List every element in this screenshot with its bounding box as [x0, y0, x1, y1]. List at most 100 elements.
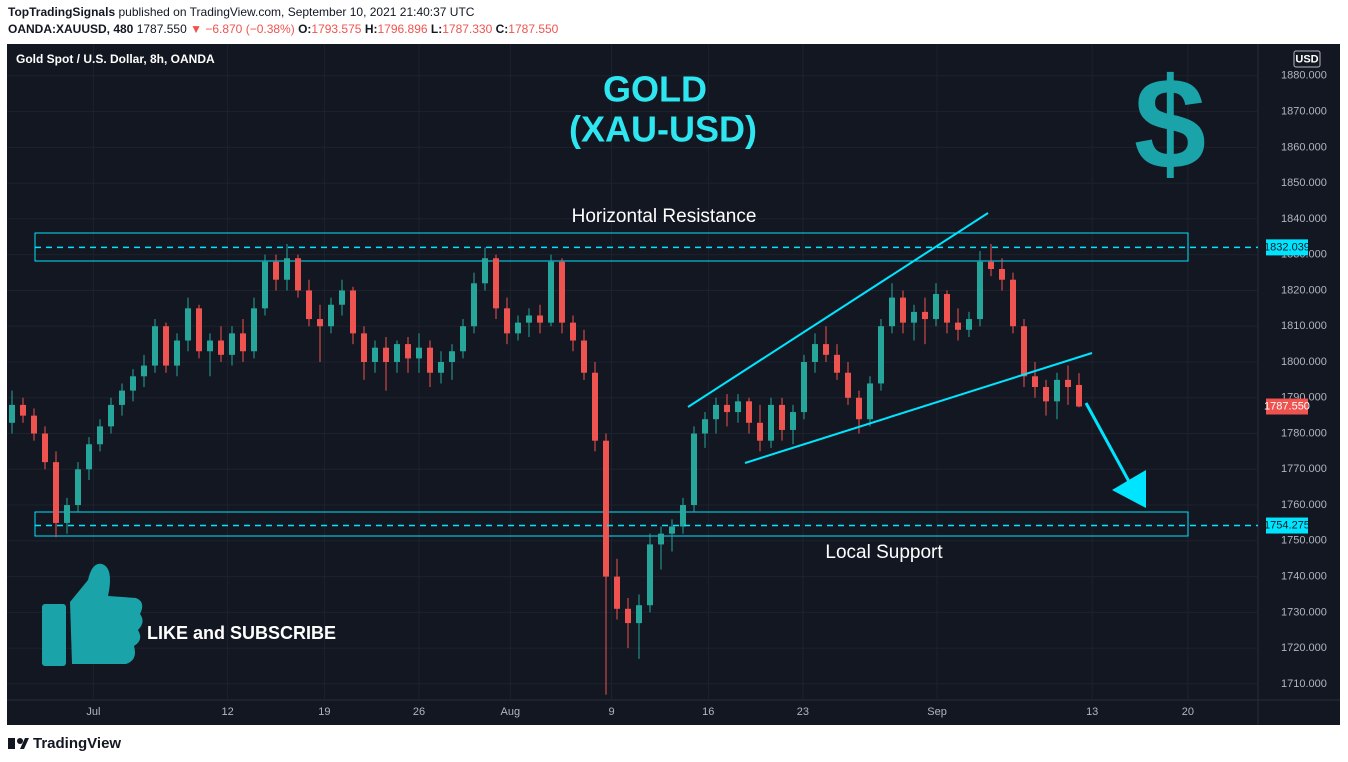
candle-body	[658, 533, 664, 545]
candle-body	[53, 462, 59, 523]
y-tick-label: 1840.000	[1281, 213, 1327, 225]
candle-body	[482, 258, 488, 284]
ohlc-value: 1787.550	[508, 22, 558, 36]
y-tick-label: 1760.000	[1281, 499, 1327, 511]
candle-body	[647, 544, 653, 606]
price-label: 1832.039	[1264, 241, 1310, 253]
logo-mark	[8, 738, 15, 749]
thumbs-up-icon	[42, 563, 143, 666]
candle-body	[504, 308, 510, 334]
y-tick-label: 1720.000	[1281, 642, 1327, 654]
candle-body	[163, 326, 169, 366]
candle-body	[713, 404, 719, 420]
x-tick-label: 9	[608, 706, 614, 718]
candle-body	[328, 304, 334, 327]
candle-body	[911, 311, 917, 323]
candle-body	[581, 340, 587, 373]
candle-body	[834, 354, 840, 373]
candle-body	[1076, 384, 1082, 407]
candle-body	[75, 469, 81, 506]
x-tick-label: 12	[221, 706, 233, 718]
published: published on TradingView.com, September …	[118, 5, 474, 19]
candle-body	[427, 347, 433, 373]
candle-body	[152, 326, 158, 366]
candle-body	[339, 290, 345, 305]
header-line-1: TopTradingSignals published on TradingVi…	[8, 5, 475, 19]
candle-body	[669, 526, 675, 534]
y-tick-label: 1810.000	[1281, 320, 1327, 332]
y-tick-label: 1850.000	[1281, 177, 1327, 189]
candle-body	[1010, 279, 1016, 327]
candle-body	[977, 261, 983, 320]
price-label-bg	[1266, 517, 1308, 534]
candle-body	[119, 390, 125, 405]
thumb-hand	[70, 563, 143, 664]
candle-body	[207, 340, 213, 352]
candle-body	[64, 505, 70, 523]
y-tick-label: 1800.000	[1281, 356, 1327, 368]
candle-body	[922, 311, 928, 320]
candle-body	[680, 505, 686, 527]
candle-body	[361, 333, 367, 362]
candle-body	[691, 433, 697, 506]
candle-body	[515, 322, 521, 334]
trend-line	[687, 212, 989, 408]
candle-body	[229, 333, 235, 355]
publisher: TopTradingSignals	[8, 5, 115, 19]
symbol: OANDA:XAUUSD, 480	[8, 22, 134, 36]
axis: 1710.000 1720.000 1730.000 1740.000 1750.000…	[35, 70, 1327, 718]
candle-body	[900, 297, 906, 323]
x-tick-label: Jul	[86, 706, 100, 718]
candle-body	[790, 412, 796, 430]
last-price-label: 1787.550	[1264, 400, 1310, 412]
candle-body	[295, 258, 301, 291]
y-tick-label: 1860.000	[1281, 141, 1327, 153]
ohlc-label: C:	[496, 22, 509, 36]
candle-body	[394, 344, 400, 362]
candle-body	[878, 326, 884, 384]
candle-body	[196, 308, 202, 352]
candle-body	[306, 290, 312, 320]
candle-body	[251, 308, 257, 352]
annotation: Local Support	[825, 542, 943, 563]
candle-body	[449, 351, 455, 362]
candle-body	[856, 397, 862, 420]
y-tick-label: 1880.000	[1281, 70, 1327, 82]
logo-mark	[20, 738, 29, 749]
annotation-title: (XAU-USD)	[569, 109, 757, 150]
candle-body	[801, 361, 807, 413]
candle-body	[537, 315, 543, 323]
currency-box	[1293, 50, 1321, 68]
annotation-title: GOLD	[603, 69, 707, 110]
brand: TradingView	[33, 735, 121, 752]
candle-body	[548, 261, 554, 323]
candle-body	[108, 404, 114, 427]
candle-body	[735, 401, 741, 413]
x-tick-label: Aug	[501, 706, 521, 718]
candle-body	[889, 297, 895, 327]
ohlc-label: H:	[365, 22, 378, 36]
arrow-head	[1112, 470, 1146, 508]
y-tick-label: 1820.000	[1281, 284, 1327, 296]
candle-body	[592, 372, 598, 441]
candle-body	[966, 319, 972, 330]
candles	[9, 243, 1082, 695]
last: 1787.550	[137, 22, 187, 36]
ohlc-value: 1793.575	[311, 22, 361, 36]
ohlc-label: L:	[431, 22, 442, 36]
x-tick-label: 23	[797, 706, 809, 718]
candle-body	[823, 344, 829, 355]
support-zone	[34, 511, 1189, 537]
candle-body	[933, 294, 939, 320]
y-tick-label: 1770.000	[1281, 463, 1327, 475]
candle-body	[944, 294, 950, 323]
candle-body	[416, 347, 422, 359]
candle-body	[20, 404, 26, 416]
x-tick-label: 20	[1182, 706, 1194, 718]
change: ▼ −6.870 (−0.38%)	[190, 22, 295, 36]
currency: USD	[1295, 53, 1318, 65]
trend-line	[744, 352, 1093, 464]
y-tick-label: 1870.000	[1281, 106, 1327, 118]
last-price-bg	[1266, 398, 1308, 415]
